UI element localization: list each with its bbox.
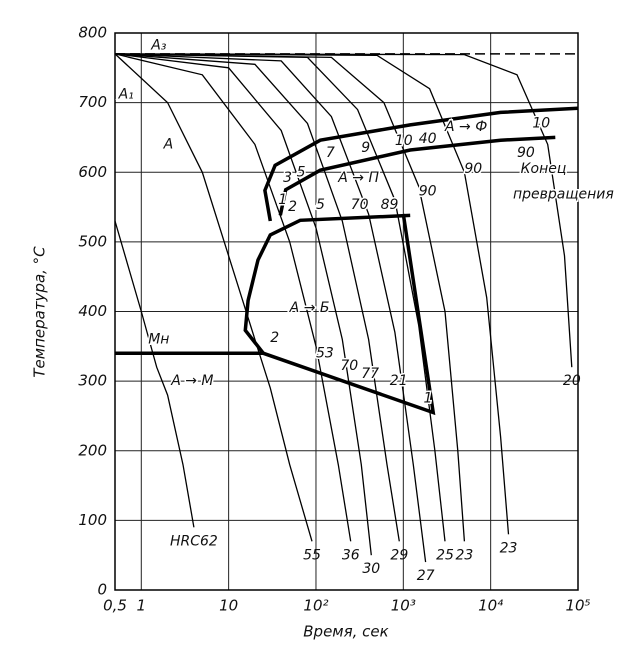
annotation: A	[163, 136, 174, 152]
curve-label: 36	[342, 547, 360, 563]
x-tick-label: 10⁵	[565, 597, 590, 615]
cooling-curve	[114, 53, 313, 542]
annotation: 10	[532, 116, 550, 132]
x-tick-label: 1	[137, 597, 147, 615]
x-tick-label: 10³	[391, 597, 416, 615]
annotation: 70	[351, 197, 369, 213]
boundary-curve	[115, 213, 436, 416]
annotation: 77	[361, 366, 379, 382]
annotation: 9	[361, 140, 370, 156]
cooling-curve	[114, 53, 427, 563]
cooling-curve	[114, 53, 372, 556]
curve-label: 29	[390, 547, 408, 563]
curve-label: 30	[362, 561, 380, 577]
boundary-curve	[278, 135, 556, 216]
y-tick-label: 100	[78, 511, 107, 529]
annotation: 2	[270, 330, 279, 346]
x-axis-label: Время, сек	[303, 623, 388, 641]
annotation: A → Б	[289, 300, 330, 316]
annotation: 89	[381, 197, 399, 213]
annotation: 21	[390, 373, 408, 389]
annotation: 1	[278, 192, 287, 208]
annotation: A → П	[337, 170, 379, 186]
curve-label: 20	[563, 373, 581, 389]
boundary-curve	[263, 106, 579, 222]
annotation: 40	[419, 131, 437, 147]
curve-label: HRC62	[170, 533, 218, 549]
y-tick-label: 300	[78, 372, 107, 390]
plot-frame	[114, 32, 579, 591]
x-tick-label: 0,5	[103, 597, 127, 615]
y-tick-label: 200	[78, 441, 107, 459]
annotation: 53	[316, 345, 334, 361]
annotation: превращения	[513, 187, 614, 203]
cooling-curve	[114, 53, 352, 542]
annotation: A₃	[150, 38, 167, 54]
y-tick-label: 800	[78, 24, 107, 42]
curve-label: 23	[500, 540, 518, 556]
x-tick-label: 10	[219, 597, 238, 615]
annotation: Mн	[148, 331, 169, 347]
curve-label: 25	[436, 547, 454, 563]
y-tick-label: 400	[78, 302, 107, 320]
annotation: 10	[395, 133, 413, 149]
annotation: A → Ф	[444, 119, 487, 135]
y-tick-label: 700	[78, 93, 107, 111]
annotation: 90	[419, 184, 437, 200]
annotation: 3	[283, 170, 292, 186]
annotation: A₁	[118, 86, 134, 102]
cooling-curve	[114, 53, 510, 535]
annotation: 90	[464, 161, 482, 177]
cooling-curve	[114, 53, 466, 542]
annotation: A → M	[170, 373, 213, 389]
annotation: 7	[326, 145, 335, 161]
curve-label: 27	[417, 568, 435, 584]
y-tick-label: 500	[78, 232, 107, 250]
y-axis-label: Температура, °C	[31, 246, 49, 378]
x-tick-label: 10⁴	[478, 597, 503, 615]
annotation: 5	[297, 164, 306, 180]
annotation: 2	[288, 199, 297, 215]
cooling-curve	[114, 220, 195, 528]
annotation: Конец	[521, 161, 567, 177]
boundary-curve	[243, 213, 411, 355]
annotation: 70	[340, 358, 358, 374]
curve-label: 55	[303, 547, 321, 563]
annotation: 1	[423, 391, 432, 407]
cooling-curve	[114, 53, 400, 542]
curve-label: 23	[455, 547, 473, 563]
annotation: 90	[517, 145, 535, 161]
x-tick-label: 10²	[303, 597, 328, 615]
annotation: 5	[316, 197, 325, 213]
y-tick-label: 0	[97, 581, 107, 599]
y-tick-label: 600	[78, 163, 107, 181]
cooling-curve	[114, 53, 573, 368]
